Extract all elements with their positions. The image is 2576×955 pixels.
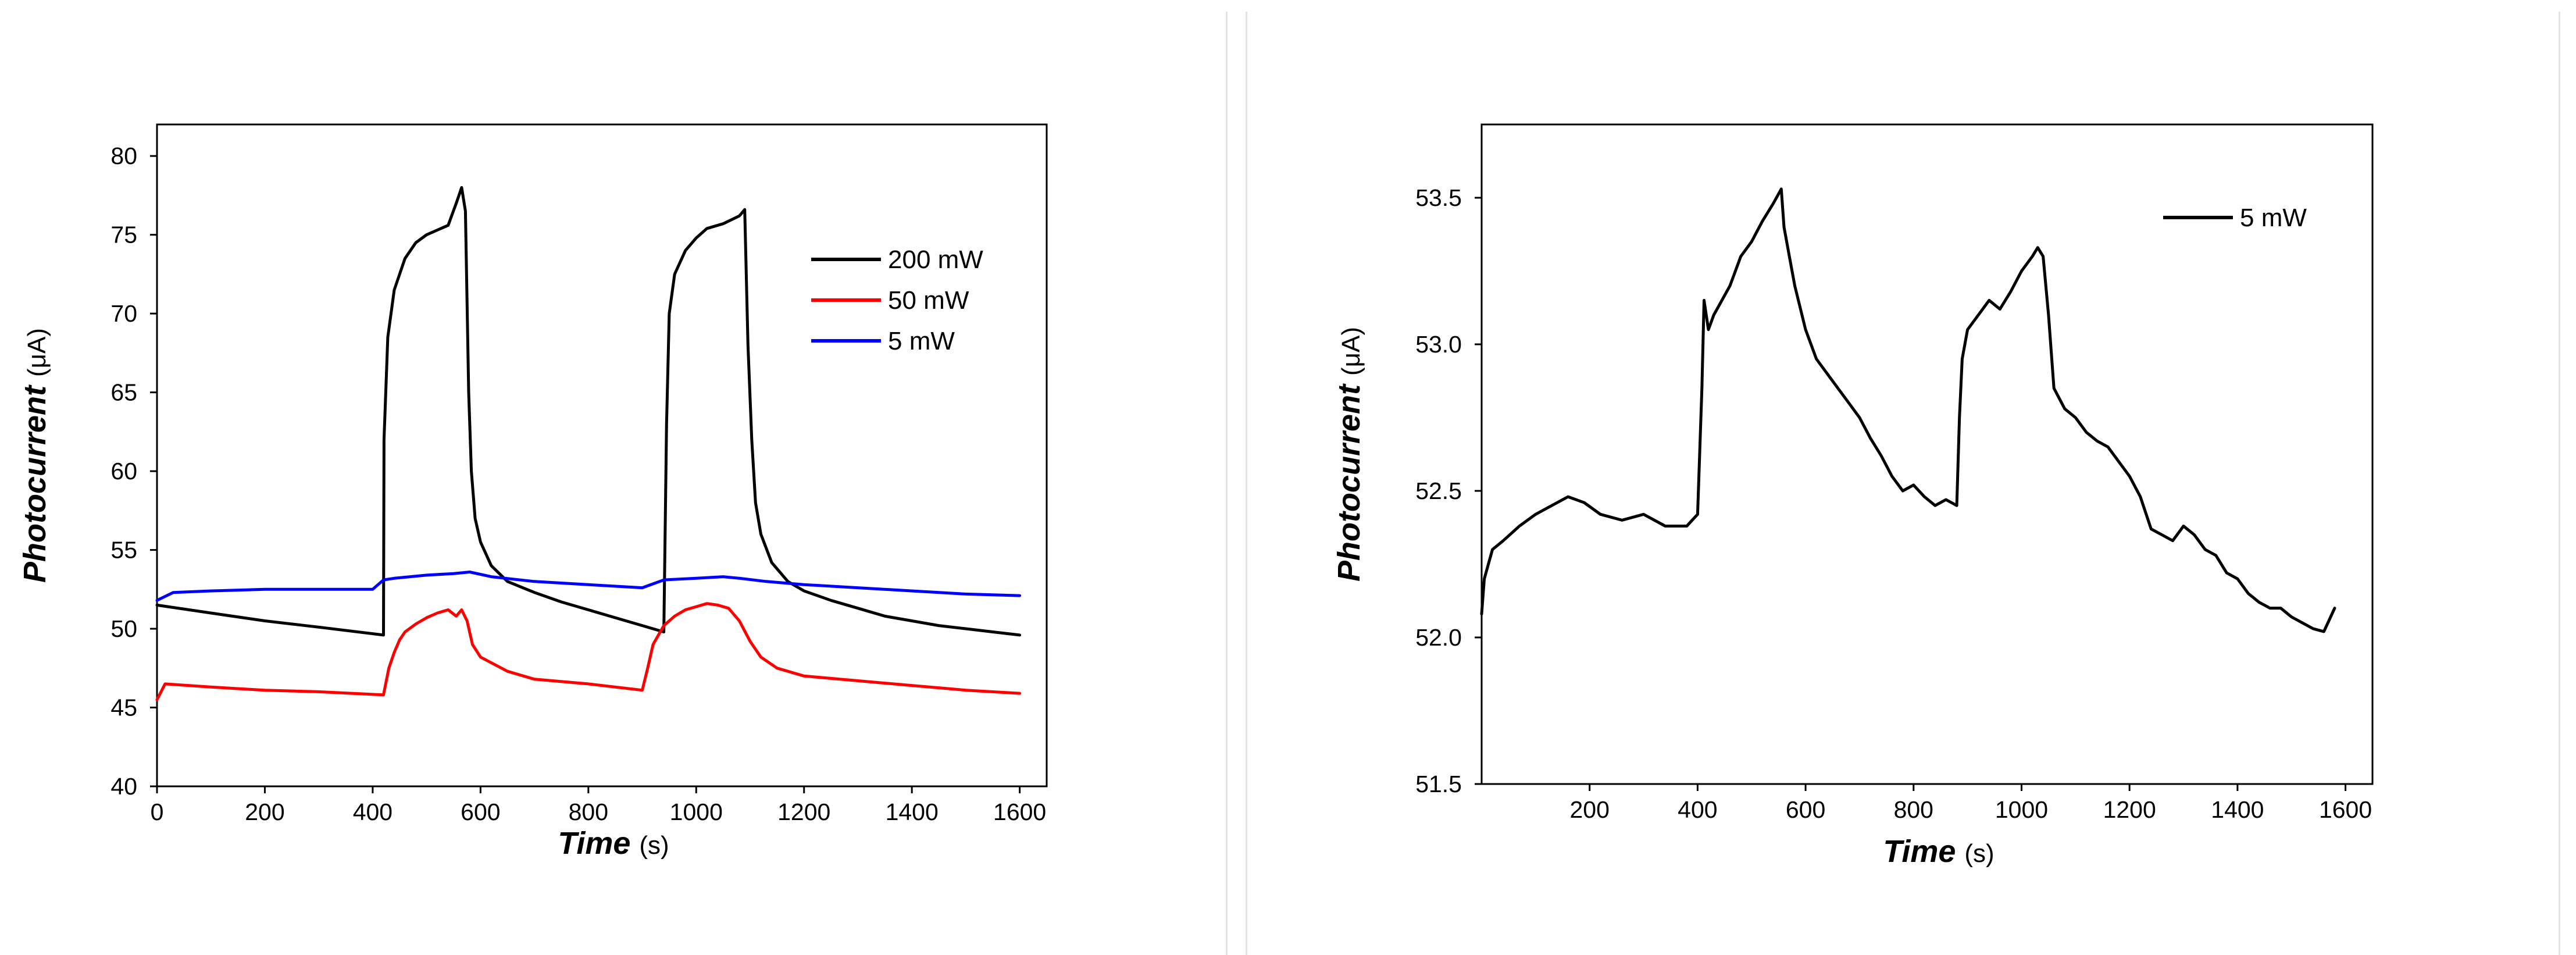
- plot-area-frame: [1480, 123, 2374, 785]
- x-tick-label: 400: [1678, 796, 1717, 823]
- x-tick-label: 0: [151, 799, 164, 825]
- y-tick-label: 50: [110, 615, 137, 642]
- y-tick-label: 53.0: [1415, 331, 1462, 358]
- y-axis-title: Photocurrent (μA): [17, 328, 52, 583]
- y-tick-label: 45: [110, 694, 137, 721]
- y-tick-label: 55: [110, 537, 137, 564]
- x-axis-title-text: Time: [558, 826, 639, 861]
- x-tick-label: 1400: [2211, 796, 2264, 823]
- legend-label: 5 mW: [888, 327, 955, 355]
- y-tick-label: 65: [110, 379, 137, 406]
- y-axis-title: Photocurrent (μA): [1332, 327, 1367, 582]
- x-tick-label: 200: [1569, 796, 1609, 823]
- y-tick-label: 51.5: [1415, 771, 1462, 797]
- x-tick-label: 1400: [886, 799, 939, 825]
- y-tick-label: 52.5: [1415, 478, 1462, 504]
- legend-label: 200 mW: [888, 245, 983, 274]
- y-tick-label: 75: [110, 222, 137, 248]
- panel-divider-1: [1226, 12, 1228, 955]
- series-line: [155, 602, 1022, 701]
- x-axis-title-unit: (s): [1964, 839, 1994, 868]
- panel-divider-3: [2559, 12, 2560, 955]
- x-tick-label: 1000: [1995, 796, 2048, 823]
- x-tick-label: 1200: [777, 799, 830, 825]
- x-tick-label: 1200: [2103, 796, 2156, 823]
- x-tick-label: 600: [461, 799, 500, 825]
- x-tick-label: 200: [245, 799, 284, 825]
- legend-label: 5 mW: [2240, 204, 2307, 232]
- series-line: [155, 186, 1022, 637]
- y-axis-title-unit: (μA): [1337, 327, 1365, 376]
- x-tick-label: 1000: [670, 799, 723, 825]
- x-axis-title: Time (s): [1883, 834, 1994, 869]
- x-axis-title-unit: (s): [639, 831, 669, 860]
- series-line: [155, 571, 1022, 602]
- y-axis-title-text: Photocurrent: [17, 377, 52, 583]
- panel-divider-2: [1246, 12, 1247, 955]
- y-axis-title-unit: (μA): [23, 328, 51, 377]
- y-tick-label: 52.0: [1415, 624, 1462, 651]
- x-tick-label: 1600: [2319, 796, 2372, 823]
- chart-right: 51.5 52.0 52.5 53.0 53.5 200 400 600 800 1000 1200…: [1332, 123, 2374, 869]
- x-axis-title: Time (s): [558, 826, 669, 861]
- y-tick-label: 53.5: [1415, 184, 1462, 211]
- x-tick-label: 1600: [993, 799, 1046, 825]
- y-axis-title-text: Photocurrent: [1332, 376, 1367, 582]
- x-tick-label: 400: [353, 799, 393, 825]
- x-axis-title-text: Time: [1883, 834, 1964, 869]
- y-tick-label: 60: [110, 458, 137, 484]
- plot-area-frame: [156, 123, 1048, 787]
- x-tick-label: 600: [1786, 796, 1825, 823]
- y-tick-label: 70: [110, 300, 137, 327]
- x-tick-label: 800: [569, 799, 608, 825]
- y-tick-label: 40: [110, 773, 137, 800]
- x-tick-label: 800: [1894, 796, 1933, 823]
- y-tick-label: 80: [110, 142, 137, 169]
- series-line: [1480, 187, 2336, 633]
- legend-label: 50 mW: [888, 286, 969, 315]
